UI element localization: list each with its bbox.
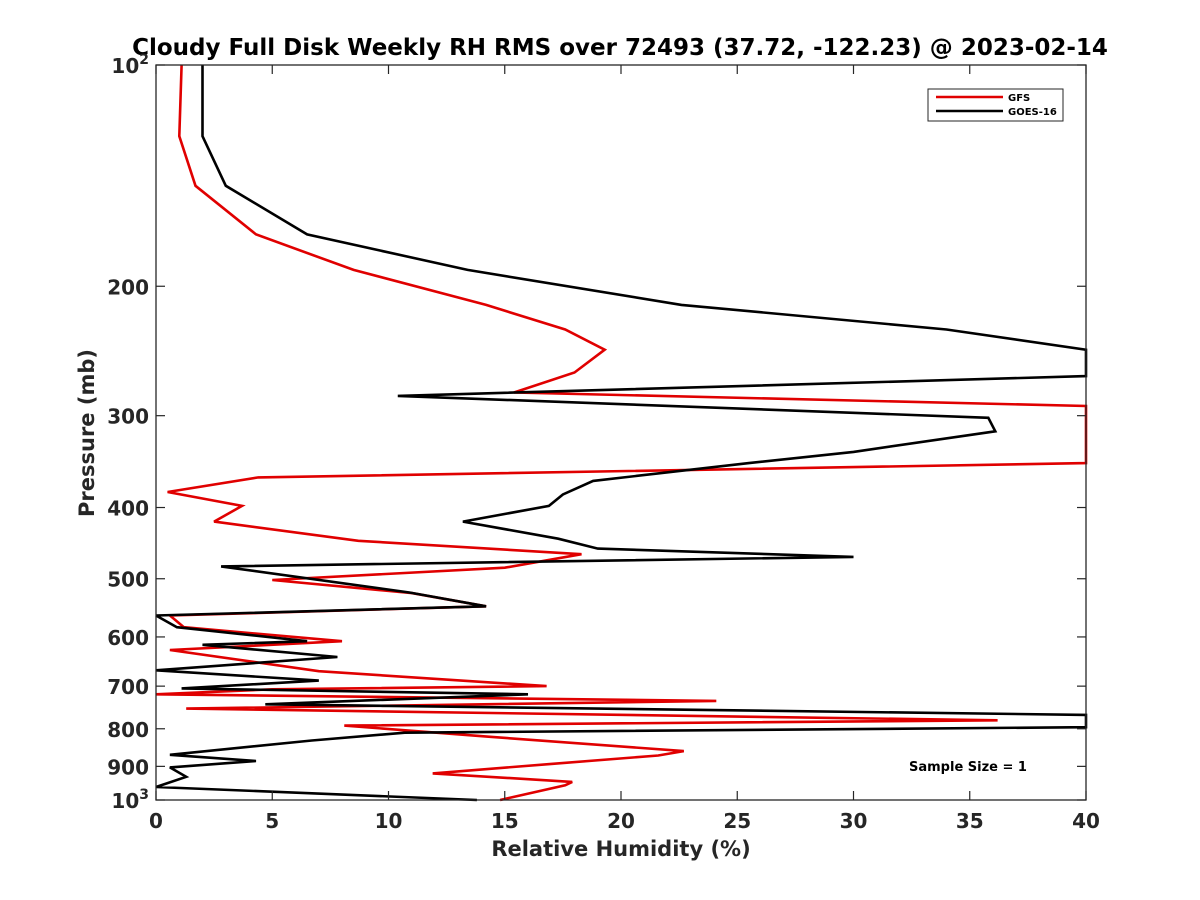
- sample-size-annotation: Sample Size = 1: [909, 760, 1027, 775]
- y-tick-label: 700: [107, 675, 149, 699]
- y-tick-label: 500: [107, 568, 149, 592]
- y-axis: 102 200 300 400 500 600 700 800 900 103: [107, 52, 1086, 813]
- x-axis-label: Relative Humidity (%): [491, 837, 750, 861]
- x-tick-label: 20: [607, 809, 635, 833]
- y-tick-label: 800: [107, 718, 149, 742]
- x-tick-label: 30: [840, 809, 868, 833]
- x-tick-label: 0: [149, 809, 163, 833]
- y-tick-label: 200: [107, 275, 149, 299]
- x-tick-label: 15: [491, 809, 519, 833]
- x-tick-label: 5: [265, 809, 279, 833]
- x-tick-label: 35: [956, 809, 984, 833]
- y-tick-label: 300: [107, 405, 149, 429]
- y-tick-label: 103: [111, 787, 149, 813]
- legend-label-goes16: GOES-16: [1008, 107, 1057, 118]
- legend-box: [927, 88, 1064, 122]
- y-tick-label: 102: [111, 52, 149, 78]
- y-tick-label: 900: [107, 755, 149, 779]
- x-tick-label: 25: [723, 809, 751, 833]
- x-tick-label: 40: [1072, 809, 1100, 833]
- y-tick-label: 600: [107, 626, 149, 650]
- plot-area: 0 5 10 15 20 25 30 35 40 102 200 300 400 500 600 700 80…: [107, 52, 1100, 833]
- legend: GFS GOES-16: [927, 88, 1064, 122]
- x-tick-label: 10: [375, 809, 403, 833]
- y-tick-label: 400: [107, 497, 149, 521]
- chart-title: Cloudy Full Disk Weekly RH RMS over 7249…: [132, 35, 1108, 61]
- y-axis-label: Pressure (mb): [75, 349, 99, 517]
- legend-label-gfs: GFS: [1008, 93, 1030, 104]
- x-axis: 0 5 10 15 20 25 30 35 40: [149, 65, 1100, 833]
